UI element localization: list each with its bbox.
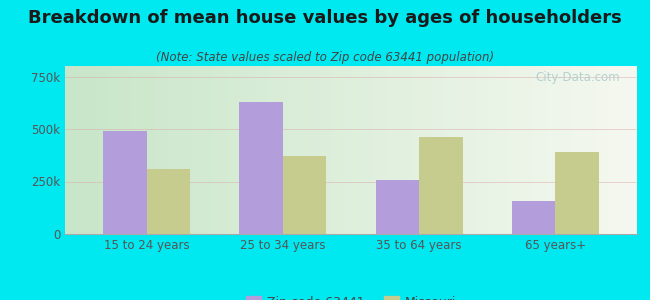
- Legend: Zip code 63441, Missouri: Zip code 63441, Missouri: [241, 291, 461, 300]
- Bar: [147, 169, 190, 234]
- Text: (Note: State values scaled to Zip code 63441 population): (Note: State values scaled to Zip code 6…: [156, 51, 494, 64]
- Text: Breakdown of mean house values by ages of householders: Breakdown of mean house values by ages o…: [28, 9, 622, 27]
- Bar: [283, 156, 326, 234]
- Bar: [376, 180, 419, 234]
- Bar: [512, 202, 555, 234]
- Bar: [419, 137, 463, 234]
- Bar: [239, 102, 283, 234]
- Bar: [103, 131, 147, 234]
- Bar: [555, 152, 599, 234]
- Text: City-Data.com: City-Data.com: [535, 71, 620, 84]
